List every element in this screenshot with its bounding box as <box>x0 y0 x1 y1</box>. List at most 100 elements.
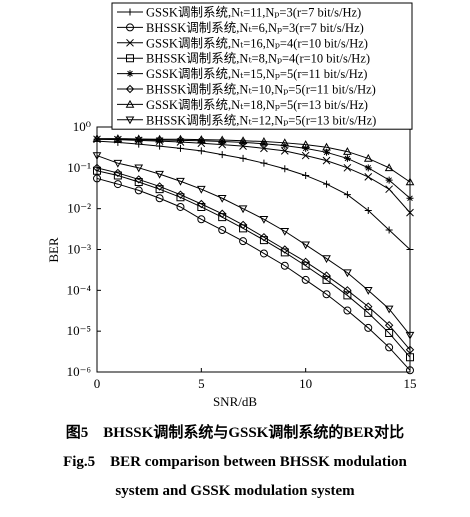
y-tick-label: 10⁻³ <box>67 242 91 257</box>
marker <box>196 185 206 194</box>
marker <box>406 366 415 375</box>
series-line <box>96 155 411 336</box>
legend-label: GSSK调制系统,Nₜ=18,Nₚ=5(r=13 bit/s/Hz) <box>146 98 368 112</box>
caption: 图5 BHSSK调制系统与GSSK调制系统的BER对比 <box>66 423 404 441</box>
marker <box>260 140 268 148</box>
marker <box>218 213 227 222</box>
marker <box>92 163 102 173</box>
marker <box>176 134 185 143</box>
marker <box>301 257 310 266</box>
marker <box>301 140 311 148</box>
marker <box>301 151 310 160</box>
marker <box>259 236 268 245</box>
marker <box>93 174 102 183</box>
marker <box>218 138 226 146</box>
marker <box>281 165 289 173</box>
caption: Fig.5 BER comparison between BHSSK modul… <box>63 454 407 470</box>
x-tick-label: 15 <box>404 376 417 391</box>
legend-label: GSSK调制系统,Nₜ=16,Nₚ=4(r=10 bit/s/Hz) <box>146 36 368 50</box>
marker <box>135 136 143 144</box>
y-axis-label: BER <box>46 237 61 263</box>
marker <box>280 245 290 254</box>
marker <box>197 202 206 211</box>
marker <box>406 208 414 217</box>
marker <box>280 248 289 257</box>
marker <box>364 207 372 215</box>
x-tick-label: 0 <box>94 376 101 391</box>
marker <box>134 134 144 143</box>
marker <box>384 305 394 314</box>
x-axis-label: SNR/dB <box>213 394 257 409</box>
marker <box>343 147 352 155</box>
marker <box>323 180 331 188</box>
marker <box>259 137 269 145</box>
legend-marker <box>126 38 134 47</box>
marker <box>176 193 185 202</box>
marker <box>239 224 248 233</box>
x-tick-label: 5 <box>198 376 205 391</box>
marker <box>134 186 143 195</box>
marker <box>156 136 164 144</box>
marker <box>259 215 269 224</box>
marker <box>343 269 352 278</box>
marker <box>384 320 394 330</box>
marker <box>343 286 352 295</box>
marker <box>176 202 185 211</box>
marker <box>322 156 331 165</box>
marker <box>343 291 352 300</box>
y-tick-label: 10⁻⁵ <box>67 323 91 338</box>
y-tick-label: 10⁻¹ <box>67 160 91 175</box>
series-line <box>97 138 411 183</box>
marker <box>405 345 415 354</box>
marker <box>197 215 206 224</box>
y-tick-label: 10⁻⁶ <box>67 364 91 379</box>
marker <box>196 135 206 143</box>
legend-label: BHSSK调制系统,Nₜ=12,Nₚ=5(r=13 bit/s/Hz) <box>146 113 376 127</box>
marker <box>197 137 205 145</box>
marker <box>259 249 268 258</box>
marker <box>406 246 414 253</box>
marker <box>176 177 185 186</box>
marker <box>406 353 414 362</box>
marker <box>217 209 227 218</box>
caption: system and GSSK modulation system <box>115 483 355 499</box>
marker <box>155 134 164 143</box>
marker <box>113 134 123 142</box>
marker <box>92 152 102 161</box>
marker <box>239 154 247 162</box>
legend-marker <box>126 8 134 16</box>
series-line <box>96 140 411 250</box>
marker <box>176 190 185 199</box>
marker <box>238 220 248 230</box>
marker <box>197 199 206 209</box>
marker <box>217 194 227 203</box>
legend-marker <box>126 70 134 78</box>
marker <box>155 182 164 191</box>
marker <box>93 135 101 143</box>
marker <box>322 290 331 299</box>
x-tick-label: 10 <box>299 376 312 391</box>
legend-label: BHSSK调制系统,Nₜ=6,Nₚ=3(r=7 bit/s/Hz) <box>146 21 364 35</box>
marker <box>364 302 373 311</box>
marker <box>280 227 290 236</box>
marker <box>113 159 123 168</box>
marker <box>134 177 143 186</box>
marker <box>176 136 184 144</box>
marker <box>385 226 393 234</box>
series-line <box>96 177 411 371</box>
marker <box>385 185 393 194</box>
marker <box>134 164 144 173</box>
legend-box <box>111 2 413 130</box>
marker <box>385 329 394 338</box>
marker <box>301 241 311 250</box>
marker <box>217 135 227 144</box>
y-tick-label: 10⁻⁴ <box>67 282 92 297</box>
marker <box>114 135 122 143</box>
marker <box>322 271 331 280</box>
series-line <box>96 170 411 358</box>
marker <box>259 233 269 242</box>
marker <box>406 194 414 202</box>
legend-label: BHSSK调制系统,Nₜ=8,Nₚ=4(r=10 bit/s/Hz) <box>146 52 370 66</box>
marker <box>385 176 393 184</box>
